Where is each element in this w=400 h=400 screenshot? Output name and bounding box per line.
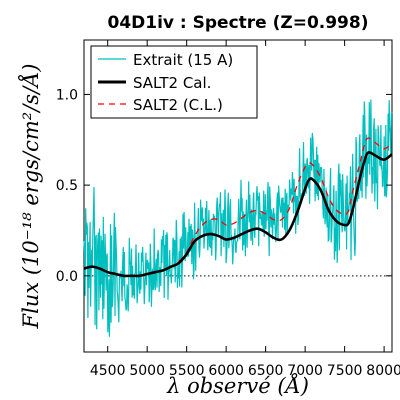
x-tick-label: 8000 — [366, 363, 400, 379]
series-line-salt2-cal — [83, 151, 393, 278]
x-tick-label: 7500 — [327, 363, 363, 379]
y-tick-label: 0.0 — [56, 269, 78, 285]
x-tick-label: 5000 — [129, 363, 165, 379]
legend-label-extrait: Extrait (15 A) — [133, 51, 233, 69]
axis-ticks — [84, 40, 392, 352]
x-tick-label: 6000 — [208, 363, 244, 379]
series-extrait — [83, 99, 393, 337]
x-tick-label: 7000 — [287, 363, 323, 379]
series-line-extrait — [83, 99, 393, 337]
x-tick-label: 6500 — [248, 363, 284, 379]
y-axis-label: Flux (10⁻¹⁸ ergs/cm²/s/Å) — [18, 64, 43, 330]
x-tick-label: 4500 — [90, 363, 126, 379]
y-tick-label: 0.5 — [56, 178, 78, 194]
legend: Extrait (15 A) SALT2 Cal. SALT2 (C.L.) — [90, 45, 258, 119]
y-tick-labels: 0.0 0.5 1.0 — [56, 87, 78, 284]
legend-label-salt2-cl: SALT2 (C.L.) — [133, 96, 223, 114]
model-series — [83, 137, 393, 278]
x-tick-labels: 4500 5000 5500 6000 6500 7000 7500 8000 — [90, 363, 400, 379]
chart-title: 04D1iv : Spectre (Z=0.998) — [107, 13, 368, 33]
y-tick-label: 1.0 — [56, 87, 78, 103]
legend-label-salt2-cal: SALT2 Cal. — [133, 74, 211, 92]
x-axis-label: λ observé (Å) — [166, 373, 309, 398]
x-tick-label: 5500 — [169, 363, 205, 379]
